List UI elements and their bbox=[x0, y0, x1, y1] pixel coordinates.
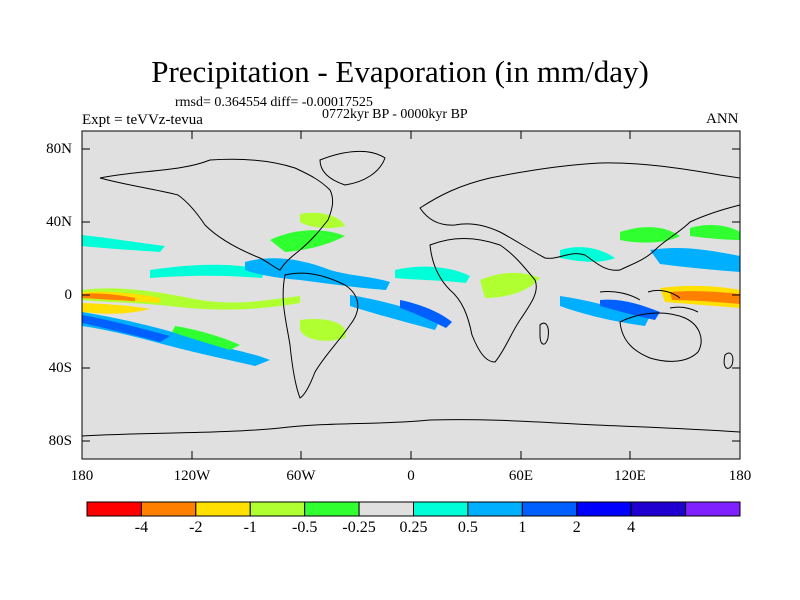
colorbar-label: 2 bbox=[572, 519, 581, 536]
coastline-greenland bbox=[319, 150, 386, 186]
colorbar-box bbox=[685, 501, 741, 517]
coastline-eurasia bbox=[419, 162, 741, 271]
coastline-north-america bbox=[99, 158, 334, 271]
period-label: 0772kyr BP - 0000kyr BP bbox=[322, 107, 468, 122]
colorbar-box bbox=[358, 501, 415, 517]
anomaly-patch bbox=[172, 326, 240, 350]
season-label: ANN bbox=[706, 111, 739, 127]
colorbar-label: 0.5 bbox=[457, 519, 478, 536]
anomaly-patch bbox=[560, 247, 615, 262]
anomaly-patch bbox=[82, 288, 300, 310]
colorbar-box bbox=[521, 501, 578, 517]
experiment-label: Expt = teVVz-tevua bbox=[82, 112, 203, 128]
lon-label: 60W bbox=[286, 468, 316, 484]
colorbar-label: -0.25 bbox=[342, 519, 376, 536]
coastline-madagascar bbox=[539, 322, 549, 345]
lon-label: 120E bbox=[614, 468, 646, 484]
anomaly-field bbox=[82, 212, 740, 366]
colorbar-box bbox=[195, 501, 251, 517]
coastline-maritime-continent bbox=[599, 289, 699, 313]
anomaly-patch bbox=[300, 318, 346, 341]
stats-label: rmsd= 0.364554 diff= -0.00017525 bbox=[175, 95, 373, 110]
colorbar-label: -0.5 bbox=[291, 519, 318, 536]
coastline-antarctica bbox=[81, 419, 741, 437]
coastline-africa bbox=[429, 238, 537, 363]
lat-label: 80N bbox=[46, 141, 72, 157]
anomaly-patch bbox=[620, 227, 680, 243]
lon-label: 180 bbox=[70, 468, 94, 484]
anomaly-patch bbox=[82, 315, 170, 342]
anomaly-patch bbox=[350, 295, 440, 330]
coastline-new-zealand bbox=[723, 352, 734, 369]
lon-label: 120W bbox=[173, 468, 211, 484]
lat-label: 0 bbox=[64, 287, 73, 303]
lat-label: 40S bbox=[48, 360, 72, 376]
coastline-australia bbox=[619, 312, 702, 362]
colorbar-label: -1 bbox=[243, 519, 257, 536]
anomaly-patch bbox=[150, 264, 265, 278]
colorbar-label: -4 bbox=[134, 519, 149, 536]
coastline-south-america bbox=[282, 272, 359, 399]
lon-label: 60E bbox=[508, 468, 534, 484]
anomaly-patch bbox=[395, 266, 470, 283]
colorbar bbox=[86, 501, 741, 517]
colorbar-box bbox=[413, 501, 469, 517]
anomaly-patch bbox=[400, 300, 452, 328]
colorbar-box bbox=[576, 501, 632, 517]
lon-label: 0 bbox=[407, 468, 415, 484]
anomaly-patch bbox=[650, 247, 740, 272]
anomaly-patch bbox=[82, 293, 135, 301]
lat-label: 40N bbox=[46, 214, 72, 230]
colorbar-label: 4 bbox=[627, 519, 636, 536]
anomaly-patch bbox=[480, 272, 540, 298]
anomaly-patch bbox=[690, 225, 740, 240]
lon-label: 180 bbox=[728, 468, 752, 484]
colorbar-box bbox=[630, 501, 687, 517]
colorbar-box bbox=[249, 501, 306, 517]
coastlines bbox=[81, 150, 741, 437]
anomaly-patch bbox=[600, 299, 660, 320]
anomaly-patch bbox=[300, 212, 345, 229]
plot-title: Precipitation - Evaporation (in mm/day) bbox=[151, 54, 649, 89]
anomaly-patch bbox=[245, 258, 390, 290]
colorbar-box bbox=[467, 501, 523, 517]
anomaly-patch bbox=[670, 291, 740, 304]
anomaly-patch bbox=[270, 230, 345, 252]
colorbar-label: 1 bbox=[518, 519, 527, 536]
colorbar-box bbox=[86, 501, 142, 517]
anomaly-patch bbox=[82, 235, 165, 252]
colorbar-label: -2 bbox=[189, 519, 203, 536]
lat-label: 80S bbox=[48, 433, 72, 449]
anomaly-patch bbox=[82, 303, 150, 314]
map-background bbox=[82, 131, 740, 459]
colorbar-label: 0.25 bbox=[399, 519, 428, 536]
axis-ticks bbox=[81, 131, 741, 459]
colorbar-box bbox=[140, 501, 197, 517]
colorbar-box bbox=[304, 501, 360, 517]
